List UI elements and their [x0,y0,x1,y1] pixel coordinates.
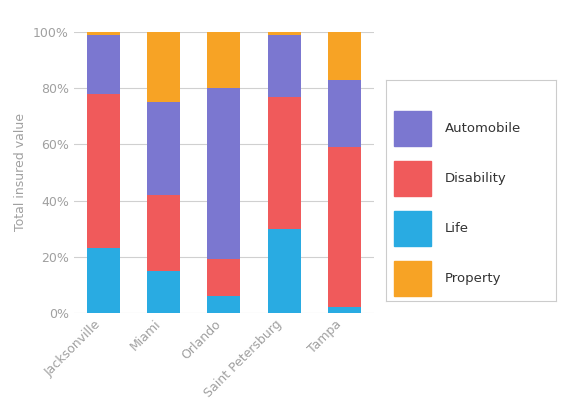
Y-axis label: Total insured value: Total insured value [14,113,27,231]
Bar [87,32,120,35]
Bar [268,32,301,35]
Text: Automobile: Automobile [445,122,521,135]
Bar [147,195,180,271]
Bar [394,211,431,246]
Bar [208,32,240,88]
Bar [268,229,301,313]
Bar [328,307,361,313]
Bar [328,80,361,147]
Text: Life: Life [445,222,469,235]
Bar [268,35,301,97]
Bar [147,32,180,102]
Bar [268,97,301,229]
Text: Disability: Disability [445,172,507,185]
Bar [328,147,361,307]
Text: Property: Property [445,272,502,285]
Bar [208,296,240,313]
Bar [87,94,120,248]
Bar [147,102,180,195]
Bar [147,271,180,313]
Bar [394,111,431,146]
Bar [208,88,240,259]
Bar [87,248,120,313]
Bar [394,161,431,196]
Bar [87,35,120,94]
Bar [328,32,361,80]
Bar [394,261,431,296]
Bar [208,259,240,296]
